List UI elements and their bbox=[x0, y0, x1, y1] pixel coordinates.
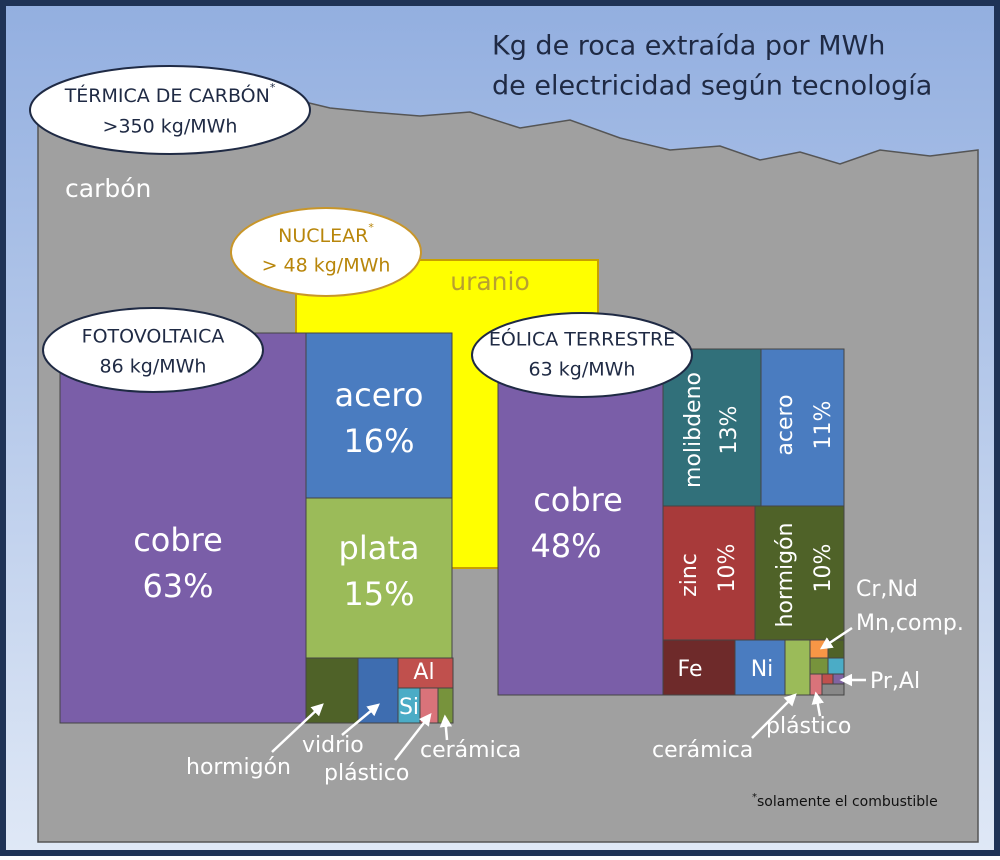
callout: vidrio bbox=[302, 733, 364, 758]
arrow bbox=[751, 693, 797, 739]
arrow bbox=[811, 691, 824, 717]
block bbox=[662, 505, 756, 641]
coal-name: TÉRMICA DE CARBÓN* bbox=[64, 81, 276, 107]
callout: plástico bbox=[766, 714, 851, 739]
coal-amount: >350 kg/MWh bbox=[103, 116, 238, 138]
wind-badge bbox=[471, 312, 693, 398]
title-line: de electricidad según tecnología bbox=[492, 71, 932, 102]
block-share: 10% bbox=[811, 544, 836, 593]
block-label: Fe bbox=[678, 657, 703, 682]
callout: Pr,Al bbox=[870, 669, 920, 694]
asterisk: * bbox=[368, 221, 374, 234]
block-label: Al bbox=[413, 660, 434, 685]
block bbox=[357, 657, 399, 724]
block-share: 63% bbox=[142, 567, 213, 605]
block bbox=[821, 683, 845, 696]
block-label: cobre bbox=[533, 481, 623, 519]
text: solamente el combustible bbox=[757, 794, 938, 810]
name: TÉRMICA DE CARBÓN bbox=[64, 83, 270, 107]
block bbox=[821, 673, 834, 685]
block-label: zinc bbox=[677, 553, 702, 597]
block-label: Ni bbox=[751, 657, 774, 682]
arrow bbox=[341, 703, 380, 736]
callout: cerámica bbox=[652, 738, 753, 763]
solar-treemap bbox=[59, 332, 454, 724]
block-share: 16% bbox=[343, 422, 414, 460]
wind-name: EÓLICA TERRESTRE bbox=[489, 327, 675, 351]
block-share: 15% bbox=[343, 575, 414, 613]
callout: plástico bbox=[324, 761, 409, 786]
nuclear-material: uranio bbox=[450, 267, 530, 296]
block bbox=[827, 657, 845, 675]
arrow bbox=[819, 626, 853, 650]
block-label: plata bbox=[339, 529, 420, 567]
block-label: cobre bbox=[133, 521, 223, 559]
block-share: 11% bbox=[811, 401, 836, 450]
solar-name: FOTOVOLTAICA bbox=[82, 326, 225, 348]
asterisk: * bbox=[752, 792, 757, 803]
callout: Cr,Nd bbox=[856, 577, 918, 602]
title-line: Kg de roca extraída por MWh bbox=[492, 31, 885, 62]
block-label: acero bbox=[773, 394, 798, 455]
nuclear-amount: > 48 kg/MWh bbox=[262, 255, 391, 277]
block bbox=[784, 639, 811, 696]
block-share: 10% bbox=[715, 544, 740, 593]
block-label: molibdeno bbox=[681, 372, 706, 488]
footnote: *solamente el combustible bbox=[752, 792, 938, 810]
solar-amount: 86 kg/MWh bbox=[100, 356, 207, 378]
name: NUCLEAR bbox=[278, 225, 368, 247]
wind-treemap bbox=[497, 348, 845, 696]
block bbox=[809, 673, 823, 696]
block bbox=[59, 332, 307, 724]
wind-amount: 63 kg/MWh bbox=[529, 359, 636, 381]
block-label: acero bbox=[335, 376, 424, 414]
block-label: Si bbox=[399, 695, 419, 720]
block bbox=[734, 639, 786, 696]
coal-badge bbox=[29, 65, 311, 155]
block bbox=[760, 348, 845, 507]
block bbox=[305, 332, 453, 499]
block bbox=[662, 639, 736, 696]
block-label: hormigón bbox=[773, 523, 798, 628]
nuclear-badge bbox=[230, 207, 422, 297]
block bbox=[809, 639, 829, 659]
block bbox=[497, 348, 664, 696]
block bbox=[809, 657, 829, 675]
callout: cerámica bbox=[420, 738, 521, 763]
solar-badge bbox=[42, 307, 264, 393]
block-share: 13% bbox=[717, 406, 742, 455]
callout: hormigón bbox=[186, 755, 291, 780]
block-share: 48% bbox=[530, 527, 601, 565]
arrow bbox=[271, 703, 324, 753]
arrow bbox=[439, 714, 453, 741]
nuclear-name: NUCLEAR* bbox=[278, 221, 374, 247]
arrow bbox=[394, 713, 432, 761]
callout: Mn,comp. bbox=[856, 611, 964, 636]
coal-material: carbón bbox=[65, 174, 151, 203]
block bbox=[754, 505, 845, 641]
block bbox=[305, 497, 453, 659]
asterisk: * bbox=[270, 81, 276, 94]
